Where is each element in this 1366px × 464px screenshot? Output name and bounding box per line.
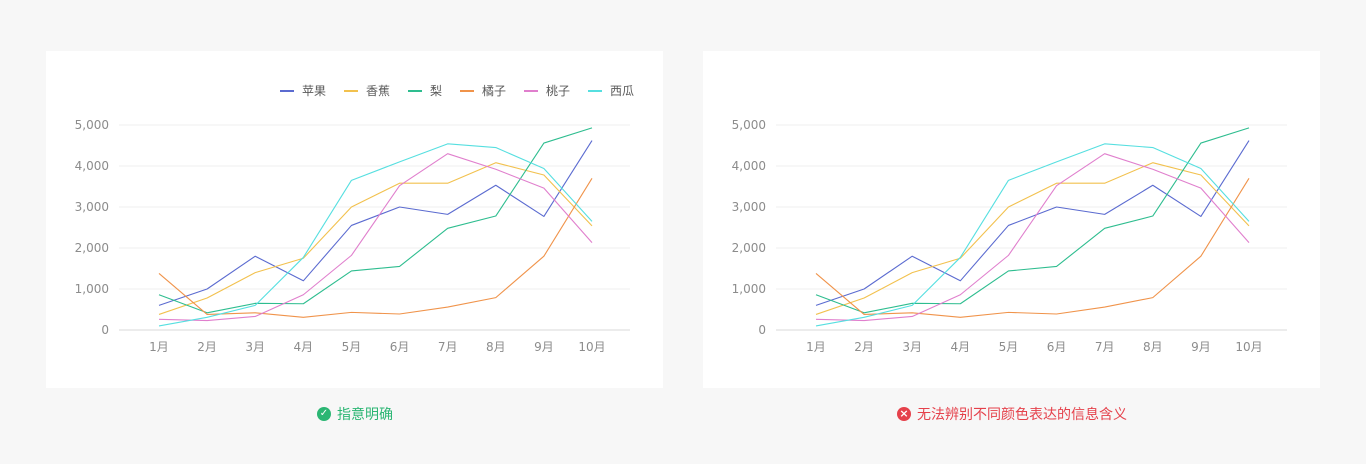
caption-good-text: 指意明确 bbox=[337, 407, 393, 423]
line-chart-right: 0 1,000 2,000 3,000 4,000 5,000 1月 2月 3月 4月 5月 6月 7月… bbox=[732, 118, 1287, 354]
x-tick-label: 10月 bbox=[578, 340, 605, 354]
x-tick-label: 3月 bbox=[902, 340, 922, 354]
legend-label: 香蕉 bbox=[366, 84, 390, 98]
series-line-5 bbox=[158, 153, 593, 322]
series-line-1 bbox=[158, 140, 593, 306]
x-tick-label: 1月 bbox=[149, 340, 169, 354]
series-line-4 bbox=[815, 178, 1250, 318]
series-line-1 bbox=[815, 140, 1250, 306]
chart-panel-right: 0 1,000 2,000 3,000 4,000 5,000 1月 2月 3月 4月 5月 6月 7月… bbox=[703, 51, 1320, 388]
x-tick-label: 6月 bbox=[390, 340, 410, 354]
chart-panel-left: 0 1,000 2,000 3,000 4,000 5,000 1月 2月 3月 4月 5月 6月 7月… bbox=[46, 51, 663, 388]
y-tick-label: 5,000 bbox=[75, 118, 109, 132]
x-tick-label: 5月 bbox=[999, 340, 1019, 354]
legend-label: 桃子 bbox=[546, 83, 570, 98]
series-line-2 bbox=[158, 162, 593, 315]
series-line-2 bbox=[815, 162, 1250, 315]
check-circle-icon: ✓ bbox=[317, 407, 331, 421]
x-tick-label: 3月 bbox=[245, 340, 265, 354]
series-line-6 bbox=[815, 143, 1250, 327]
x-tick-label: 7月 bbox=[438, 340, 458, 354]
series-line-3 bbox=[815, 127, 1250, 314]
y-tick-label: 4,000 bbox=[75, 159, 109, 173]
y-tick-label: 0 bbox=[101, 323, 109, 337]
series-line-4 bbox=[158, 178, 593, 318]
y-tick-label: 2,000 bbox=[732, 241, 766, 255]
legend-label: 苹果 bbox=[302, 84, 326, 98]
x-tick-label: 9月 bbox=[1191, 340, 1211, 354]
x-tick-label: 5月 bbox=[342, 340, 362, 354]
x-tick-label: 2月 bbox=[197, 340, 217, 354]
y-tick-label: 3,000 bbox=[732, 200, 766, 214]
x-tick-label: 6月 bbox=[1047, 340, 1067, 354]
y-tick-label: 3,000 bbox=[75, 200, 109, 214]
x-tick-label: 4月 bbox=[951, 340, 971, 354]
y-tick-label: 1,000 bbox=[732, 282, 766, 296]
close-circle-icon: × bbox=[897, 407, 911, 421]
x-tick-label: 8月 bbox=[1143, 340, 1163, 354]
line-chart-left: 0 1,000 2,000 3,000 4,000 5,000 1月 2月 3月 4月 5月 6月 7月… bbox=[75, 83, 634, 354]
legend-label: 西瓜 bbox=[610, 84, 634, 98]
series-line-3 bbox=[158, 127, 593, 314]
x-tick-label: 10月 bbox=[1235, 340, 1262, 354]
x-tick-label: 9月 bbox=[534, 340, 554, 354]
x-tick-label: 4月 bbox=[294, 340, 314, 354]
legend-label: 梨 bbox=[430, 84, 442, 98]
y-tick-label: 0 bbox=[758, 323, 766, 337]
x-tick-label: 8月 bbox=[486, 340, 506, 354]
caption-bad-text: 无法辨别不同颜色表达的信息含义 bbox=[917, 407, 1127, 423]
caption-good: ✓ 指意明确 bbox=[317, 404, 393, 424]
y-tick-label: 1,000 bbox=[75, 282, 109, 296]
y-tick-label: 5,000 bbox=[732, 118, 766, 132]
x-tick-label: 1月 bbox=[806, 340, 826, 354]
legend-label: 橘子 bbox=[482, 83, 506, 98]
y-tick-label: 2,000 bbox=[75, 241, 109, 255]
series-line-5 bbox=[815, 153, 1250, 322]
x-tick-label: 2月 bbox=[854, 340, 874, 354]
series-line-6 bbox=[158, 143, 593, 327]
x-tick-label: 7月 bbox=[1095, 340, 1115, 354]
y-tick-label: 4,000 bbox=[732, 159, 766, 173]
caption-bad: × 无法辨别不同颜色表达的信息含义 bbox=[897, 404, 1127, 424]
